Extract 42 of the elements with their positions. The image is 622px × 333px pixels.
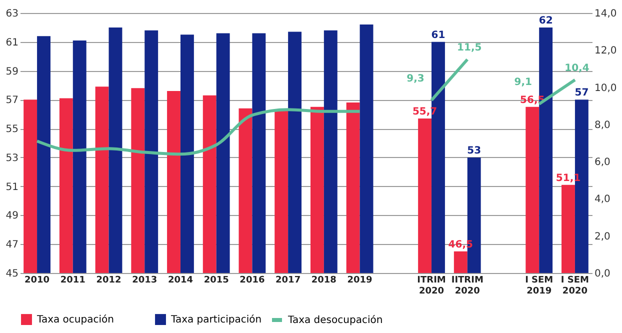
y-tick-label: 53 bbox=[6, 152, 18, 164]
x-tick-label: 2014 bbox=[168, 276, 194, 286]
y-tick-label: 51 bbox=[6, 182, 18, 193]
y2-tick-label: 4,0 bbox=[594, 194, 610, 206]
data-label: 61 bbox=[431, 30, 446, 41]
x-tick-label: 2011 bbox=[60, 276, 86, 286]
y2-tick-label: 6,0 bbox=[594, 157, 610, 168]
y2-tick-label: 0,0 bbox=[594, 268, 610, 280]
data-label: 11,5 bbox=[457, 42, 482, 54]
y2-tick-label: 14,0 bbox=[594, 8, 617, 20]
x-tick-label: I SEM 2019 bbox=[525, 276, 554, 296]
x-tick-label: 2019 bbox=[347, 276, 372, 286]
data-label: 9,1 bbox=[514, 77, 532, 88]
y2-tick-label: 10,0 bbox=[594, 82, 617, 94]
x-tick-label: ITRIM 2020 bbox=[417, 276, 446, 296]
data-label: 9,3 bbox=[406, 73, 424, 84]
y-tick-label: 55 bbox=[6, 124, 18, 136]
y2-tick-label: 2,0 bbox=[594, 231, 610, 242]
y-tick-label: 57 bbox=[6, 95, 18, 106]
legend-label: Taxa ocupación bbox=[36, 314, 114, 326]
x-tick-label: 2015 bbox=[204, 276, 229, 286]
data-label: 62 bbox=[538, 15, 553, 26]
y2-tick-label: 8,0 bbox=[594, 120, 610, 131]
legend-label: Taxa desocupación bbox=[287, 315, 383, 326]
x-tick-label: 2018 bbox=[311, 276, 336, 286]
x-tick-label: I SEM 2020 bbox=[560, 276, 590, 296]
y-tick-label: 61 bbox=[6, 37, 18, 48]
legend-label: Taxa participación bbox=[170, 314, 262, 326]
x-tick-label: 2013 bbox=[132, 276, 158, 286]
data-label: 53 bbox=[467, 145, 482, 156]
y-tick-label: 47 bbox=[6, 240, 18, 251]
x-tick-label: 2010 bbox=[24, 276, 50, 286]
x-tick-label: IITRIM 2020 bbox=[451, 276, 484, 296]
y2-tick-label: 12,0 bbox=[594, 46, 617, 57]
y-tick-label: 45 bbox=[6, 268, 18, 280]
data-label: 57 bbox=[574, 88, 589, 99]
y-tick-label: 49 bbox=[6, 210, 18, 222]
x-tick-label: 2017 bbox=[276, 276, 301, 286]
x-tick-label: 2012 bbox=[96, 276, 122, 286]
y-tick-label: 63 bbox=[6, 8, 18, 20]
x-tick-label: 2016 bbox=[240, 276, 265, 286]
y-tick-label: 59 bbox=[6, 66, 18, 78]
